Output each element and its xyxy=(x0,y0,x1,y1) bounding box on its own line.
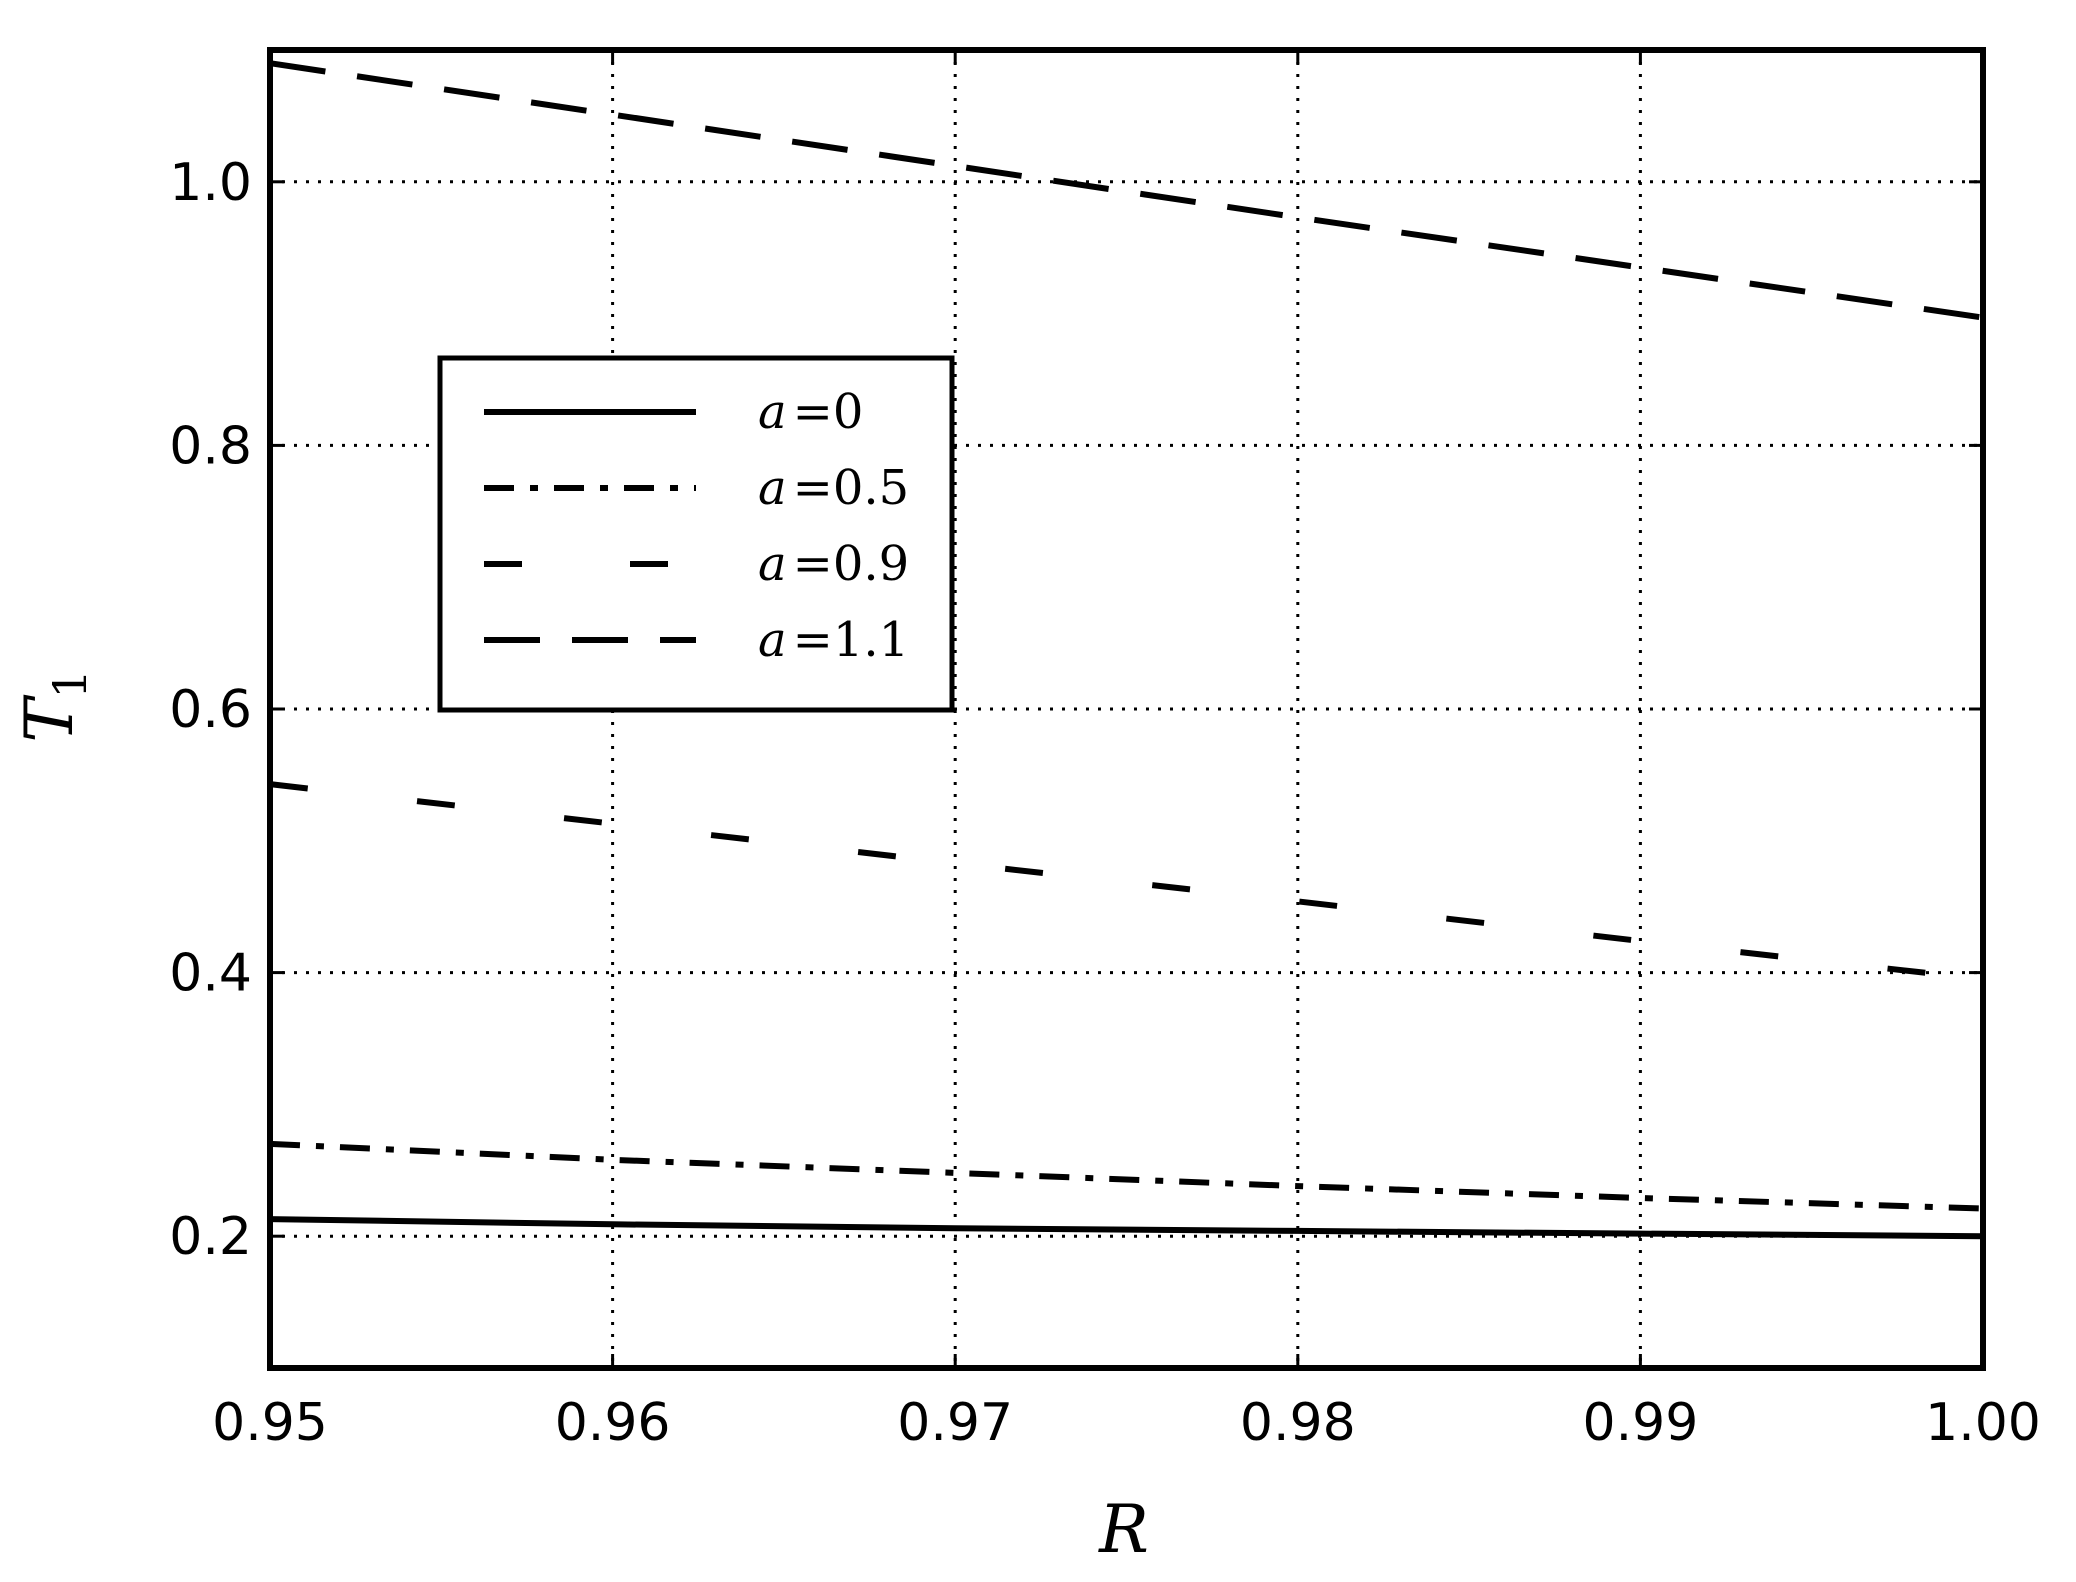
y-axis-title: T1 xyxy=(11,669,97,742)
legend-entry: a =0 xyxy=(484,384,863,440)
x-tick-label: 0.98 xyxy=(1240,1393,1356,1453)
x-tick-label: 0.96 xyxy=(555,1393,671,1453)
legend-label: a =1.1 xyxy=(758,612,909,668)
legend-label-var: a xyxy=(758,536,787,592)
y-tick-label: 0.4 xyxy=(169,944,252,1004)
x-tick-label: 0.99 xyxy=(1583,1393,1699,1453)
y-tick-label: 0.6 xyxy=(169,680,252,740)
y-tick-labels: 0.2 0.4 0.6 0.8 1.0 xyxy=(169,153,252,1267)
series-line-2 xyxy=(269,781,1984,983)
series-line-1 xyxy=(269,1140,1984,1212)
legend-label-value: =1.1 xyxy=(793,612,910,668)
legend-box xyxy=(437,355,955,713)
legend-label: a =0.9 xyxy=(758,536,909,592)
legend-label: a =0 xyxy=(758,384,863,440)
series-line-0 xyxy=(269,1216,1984,1240)
series-line-3 xyxy=(269,60,1984,321)
y-tick-label: 0.8 xyxy=(169,416,252,476)
legend-entries: a =0a =0.5a =0.9a =1.1 xyxy=(484,384,909,668)
legend-label-var: a xyxy=(758,612,787,668)
legend-entry: a =0.9 xyxy=(484,536,909,592)
legend-label-value: =0.5 xyxy=(793,460,910,516)
y-tick-label: 0.2 xyxy=(169,1207,252,1267)
x-axis-title: R xyxy=(1098,1491,1149,1568)
x-tick-labels: 0.95 0.96 0.97 0.98 0.99 1.00 xyxy=(212,1393,2041,1453)
legend: a =0a =0.5a =0.9a =1.1 xyxy=(437,355,955,713)
legend-entry: a =1.1 xyxy=(484,612,909,668)
series-lines xyxy=(269,60,1984,1240)
legend-label-var: a xyxy=(758,460,787,516)
legend-label-value: =0 xyxy=(793,384,864,440)
x-tick-label: 0.97 xyxy=(897,1393,1013,1453)
legend-label-var: a xyxy=(758,384,787,440)
y-axis-title-symbol: T xyxy=(11,694,88,743)
legend-label: a =0.5 xyxy=(758,460,909,516)
x-tick-label: 0.95 xyxy=(212,1393,328,1453)
legend-label-value: =0.9 xyxy=(793,536,910,592)
axis-ticks xyxy=(268,50,1985,1368)
legend-entry: a =0.5 xyxy=(484,460,909,516)
y-axis-title-subscript: 1 xyxy=(43,669,97,698)
x-tick-label: 1.00 xyxy=(1925,1393,2041,1453)
y-tick-label: 1.0 xyxy=(169,153,252,213)
